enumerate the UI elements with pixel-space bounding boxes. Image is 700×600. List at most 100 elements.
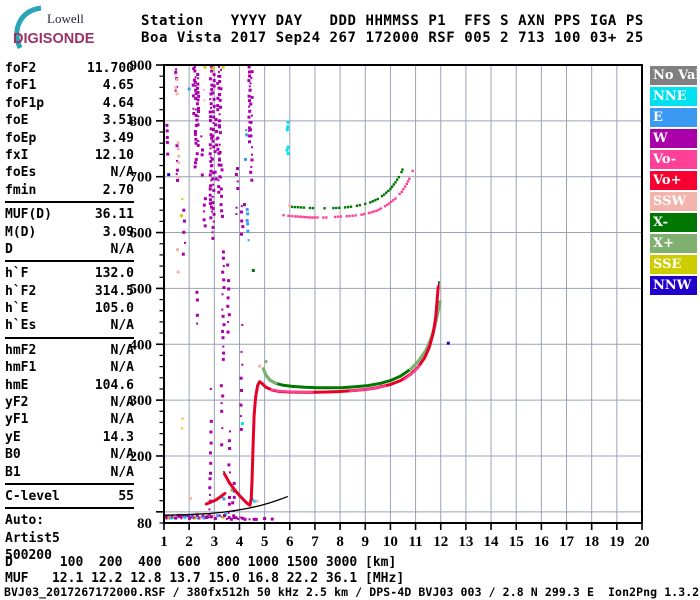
- x-tick-label: 19: [609, 534, 624, 550]
- x-tick-label: 10: [383, 534, 398, 550]
- legend-item: E: [650, 108, 697, 127]
- param-value: 14.3: [102, 429, 134, 445]
- param-value: 105.0: [94, 301, 134, 317]
- param-row: hmF2 N/A: [5, 342, 134, 359]
- x-tick-label: 7: [311, 534, 319, 550]
- x-tick-label: 18: [584, 534, 599, 550]
- param-value: N/A: [110, 342, 134, 358]
- header-line1: Station YYYY DAY DDD HHMMSS P1 FFS S AXN…: [141, 13, 644, 29]
- trace-Vo-minus-overlay-1: [269, 388, 314, 394]
- grid-layer: [164, 65, 642, 523]
- param-row: B0 N/A: [5, 446, 134, 463]
- param-row: B1 N/A: [5, 464, 134, 481]
- param-value: 314.5: [94, 283, 134, 299]
- param-label: foEp: [5, 130, 37, 146]
- x-tick-label: 9: [362, 534, 370, 550]
- x-tick-label: 1: [160, 534, 168, 550]
- param-value: N/A: [110, 412, 134, 428]
- scatter-layer: [163, 65, 450, 521]
- param-row: h`F 132.0: [5, 265, 134, 282]
- y-tick-label: 900: [130, 58, 153, 74]
- x-tick-label: 4: [236, 534, 244, 550]
- lowell-digisonde-logo: Lowell DIGISONDE: [13, 5, 95, 49]
- param-label: h`F: [5, 266, 29, 282]
- param-label: h`Es: [5, 318, 37, 334]
- param-row: D N/A: [5, 241, 134, 258]
- param-value: 132.0: [94, 266, 134, 282]
- param-row: hmF1 N/A: [5, 359, 134, 376]
- legend-item: X+: [650, 234, 697, 253]
- param-separator: [5, 507, 134, 510]
- param-value: N/A: [110, 318, 134, 334]
- param-row: M(D) 3.09: [5, 224, 134, 241]
- param-row: fxI 12.10: [5, 147, 134, 164]
- param-label: fmin: [5, 182, 37, 198]
- scaled-parameters-panel: foF2 11.700 foF1 4.65 foF1p 4.64 foE 3.51 foEp 3.…: [5, 60, 134, 565]
- legend-item: NNE: [650, 87, 697, 106]
- param-value: N/A: [110, 464, 134, 480]
- param-row: yF1 N/A: [5, 411, 134, 428]
- distance-row: D 100 200 400 600 800 1000 1500 3000 [km…: [5, 555, 397, 570]
- param-separator: [5, 482, 134, 485]
- param-row: foF1p 4.64: [5, 95, 134, 112]
- legend-item: X-: [650, 213, 697, 232]
- x-tick-label: 20: [635, 534, 650, 550]
- file-info-footer: BVJ03_2017267172000.RSF / 380fx512h 50 k…: [4, 585, 700, 599]
- param-label: h`E: [5, 301, 29, 317]
- x-tick-label: 12: [433, 534, 448, 550]
- param-separator: [5, 201, 134, 204]
- trace-X-trace-cusp-lightgreen: [261, 367, 278, 385]
- param-label: foEs: [5, 165, 37, 181]
- x-tick-label: 14: [484, 534, 500, 550]
- legend-item: SSW: [650, 192, 697, 211]
- param-value: 12.10: [94, 147, 134, 163]
- param-footer-line: 500200: [5, 548, 52, 564]
- trace-O-trace-red: [222, 285, 440, 507]
- param-label: B1: [5, 464, 21, 480]
- param-row: hmE 104.6: [5, 377, 134, 394]
- param-value: 2.70: [102, 182, 134, 198]
- param-footer-line: Artist5: [5, 530, 60, 546]
- trace-Vo-minus-overlay-3: [403, 365, 421, 381]
- param-value: N/A: [110, 395, 134, 411]
- param-row: yF2 N/A: [5, 394, 134, 411]
- muf-row: MUF 12.1 12.2 12.8 13.7 15.0 16.8 22.2 3…: [5, 571, 405, 586]
- param-value: 36.11: [94, 207, 134, 223]
- x-tick-label: 11: [408, 534, 422, 550]
- y-tick-label: 800: [130, 114, 153, 130]
- param-label: foE: [5, 113, 29, 129]
- param-value: 3.49: [102, 130, 134, 146]
- trace-O-trace-E-segment-red: [204, 491, 227, 506]
- param-label: foF1p: [5, 95, 45, 111]
- param-label: yF2: [5, 395, 29, 411]
- trace-E-region-model-black: [163, 496, 288, 516]
- param-label: fxI: [5, 147, 29, 163]
- param-value: 104.6: [94, 377, 134, 393]
- param-label: hmF2: [5, 342, 37, 358]
- param-row: foF1 4.65: [5, 77, 134, 94]
- y-tick-label: 600: [130, 226, 153, 242]
- param-value: N/A: [110, 241, 134, 257]
- legend-item: Vo+: [650, 171, 697, 190]
- trace-Vo-minus-overlay-2: [349, 385, 387, 392]
- param-label: foF2: [5, 61, 37, 76]
- y-tick-label: 500: [130, 281, 153, 297]
- x-tick-label: 17: [559, 534, 575, 550]
- logo-swoosh-icon: [14, 5, 42, 49]
- param-value: N/A: [110, 360, 134, 376]
- muf-distance-table: D 100 200 400 600 800 1000 1500 3000 [km…: [5, 555, 404, 587]
- param-row: foEp 3.49: [5, 130, 134, 147]
- param-row: fmin 2.70: [5, 182, 134, 199]
- param-value: 4.64: [102, 95, 134, 111]
- param-value: 3.51: [102, 113, 134, 129]
- legend-item: NNW: [650, 276, 697, 295]
- param-value: 55: [118, 488, 134, 504]
- x-tick-label: 13: [458, 534, 473, 550]
- param-row: h`Es N/A: [5, 317, 134, 334]
- param-value: 11.700: [87, 61, 134, 76]
- param-footer-line: Auto:: [5, 513, 45, 529]
- x-tick-label: 16: [534, 534, 550, 550]
- param-row: yE 14.3: [5, 429, 134, 446]
- param-label: M(D): [5, 224, 37, 240]
